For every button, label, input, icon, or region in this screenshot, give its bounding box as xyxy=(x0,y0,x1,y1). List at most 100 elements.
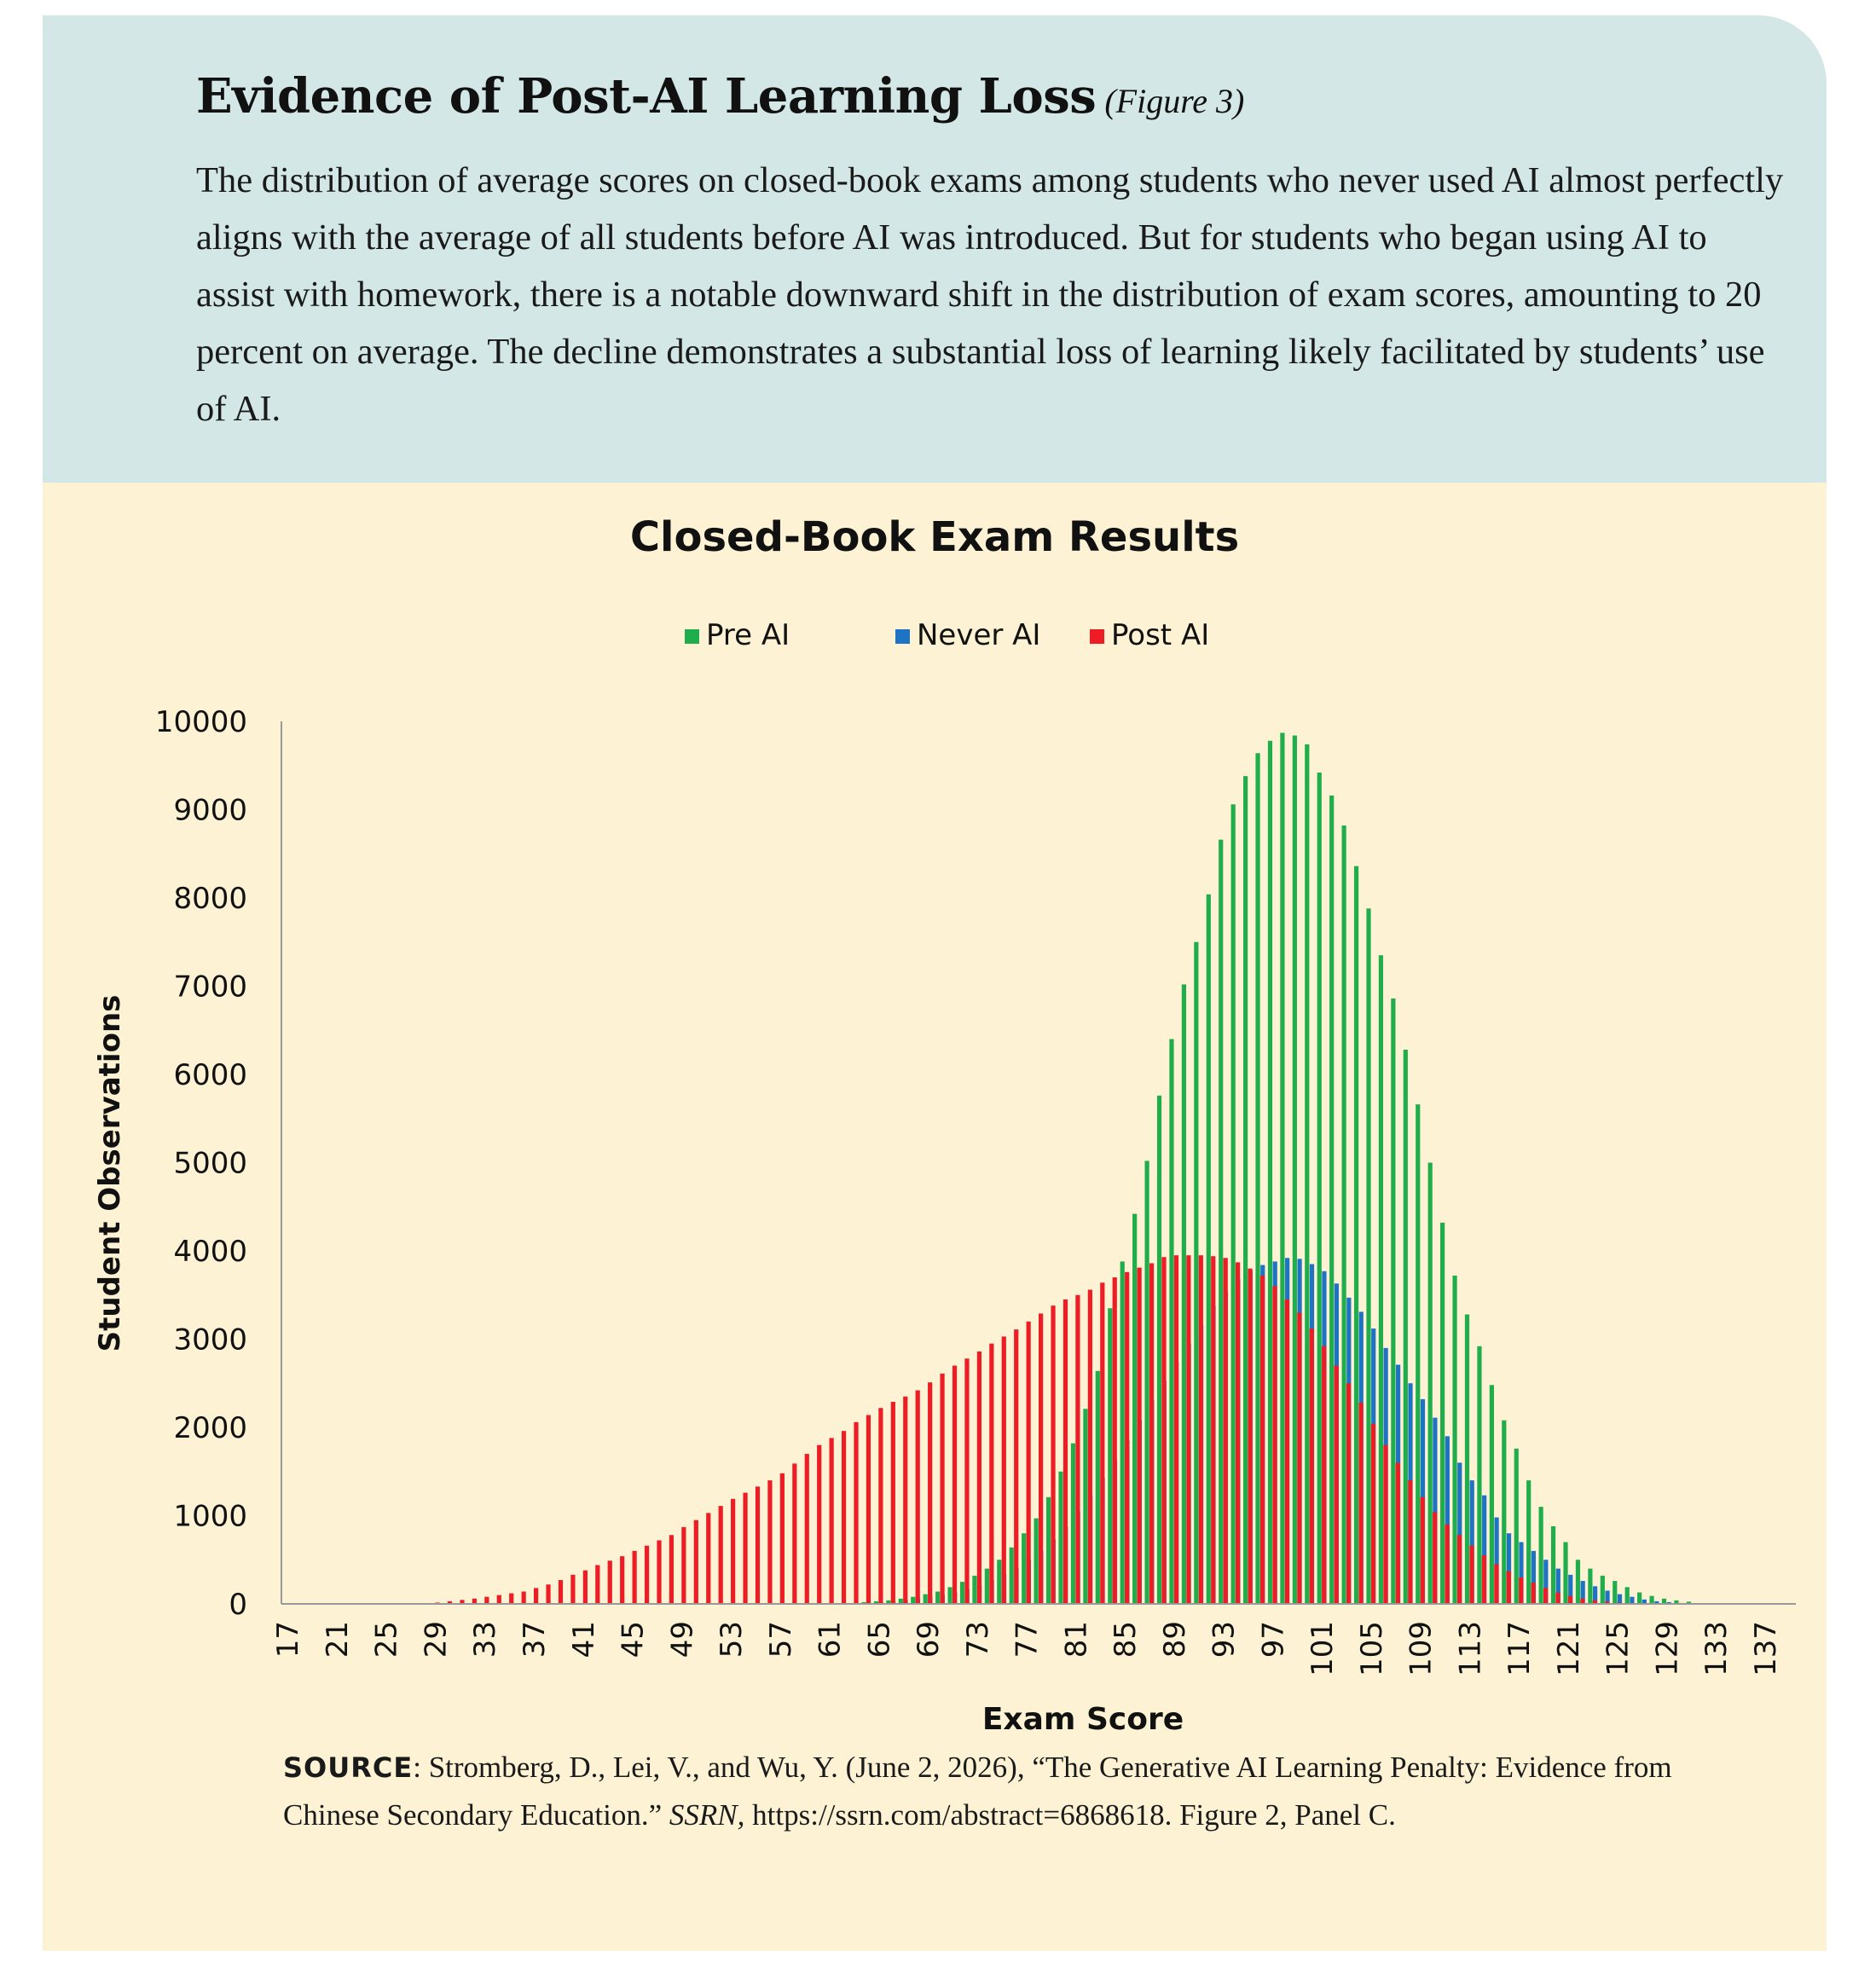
bar xyxy=(1477,1346,1482,1604)
source-url: https://ssrn.com/abstract=6868618. Figur… xyxy=(744,1798,1396,1832)
bar xyxy=(595,1565,600,1604)
bar xyxy=(496,1595,501,1604)
bar xyxy=(1452,1275,1457,1604)
bar xyxy=(1248,1268,1253,1604)
bar xyxy=(534,1588,539,1604)
bar xyxy=(1034,1518,1039,1604)
figure-title-text: Evidence of Post-AI Learning Loss xyxy=(196,68,1097,124)
x-tick-label: 57 xyxy=(764,1621,798,1658)
legend-label-3: Post AI xyxy=(1111,618,1209,652)
bar xyxy=(1600,1575,1605,1604)
bar xyxy=(1543,1588,1549,1604)
bar xyxy=(1502,1420,1507,1604)
bar xyxy=(1433,1512,1438,1604)
bar xyxy=(1469,1545,1474,1604)
bar xyxy=(1353,865,1359,1604)
bar xyxy=(854,1421,859,1604)
chart: Closed-Book Exam Results Pre AI Never AI P… xyxy=(93,513,1796,1736)
y-tick-label: 6000 xyxy=(173,1058,247,1092)
bar xyxy=(1062,1299,1068,1604)
x-tick-label: 45 xyxy=(617,1621,651,1658)
bar xyxy=(1070,1443,1076,1604)
y-tick-label: 3000 xyxy=(173,1323,247,1357)
bar xyxy=(959,1582,965,1605)
bar xyxy=(1334,1365,1339,1604)
bar xyxy=(1674,1600,1679,1604)
legend-label-2: Never AI xyxy=(917,618,1040,652)
bar xyxy=(1144,1161,1149,1604)
bar xyxy=(1358,1403,1364,1604)
bar xyxy=(1440,1222,1445,1604)
bar xyxy=(866,1415,871,1604)
y-tick-label: 4000 xyxy=(173,1235,247,1269)
bar xyxy=(1489,1385,1494,1604)
figure-title: Evidence of Post-AI Learning Loss (Figure… xyxy=(196,68,1244,124)
bar xyxy=(1567,1595,1573,1604)
bar xyxy=(607,1560,612,1604)
bar xyxy=(779,1473,785,1604)
bar xyxy=(964,1358,970,1604)
bar xyxy=(1181,984,1187,1604)
y-axis-label: Student Observations xyxy=(93,995,127,1352)
y-axis-ticks: 0 1000 2000 3000 4000 5000 6000 7000 8000 9000 100… xyxy=(155,705,247,1622)
bar xyxy=(1243,776,1248,1604)
x-tick-label: 81 xyxy=(1059,1621,1093,1658)
bar xyxy=(1550,1525,1556,1604)
x-tick-label: 117 xyxy=(1503,1621,1537,1676)
bar xyxy=(1366,908,1371,1604)
bar xyxy=(1593,1586,1598,1604)
bar xyxy=(1317,773,1322,1604)
bar xyxy=(731,1498,736,1604)
bar xyxy=(1580,1581,1585,1604)
bar xyxy=(1219,839,1224,1604)
bar xyxy=(546,1584,551,1604)
bar xyxy=(1292,735,1297,1604)
bar xyxy=(1666,1601,1671,1604)
bar xyxy=(1198,1255,1203,1604)
bar xyxy=(1605,1590,1610,1604)
bar xyxy=(915,1390,920,1604)
bar xyxy=(1391,998,1396,1604)
bar xyxy=(1420,1496,1425,1604)
bar xyxy=(1469,1480,1474,1604)
bar xyxy=(620,1556,625,1604)
source-note: SOURCE: Stromberg, D., Lei, V., and Wu, … xyxy=(283,1744,1767,1838)
bar xyxy=(509,1593,514,1604)
bar xyxy=(890,1401,895,1604)
bar xyxy=(1464,1314,1470,1604)
bar xyxy=(1543,1560,1549,1604)
bar xyxy=(718,1506,723,1604)
bar xyxy=(829,1438,834,1604)
bar xyxy=(1383,1444,1388,1604)
bar xyxy=(1637,1592,1642,1604)
x-tick-label: 49 xyxy=(665,1621,699,1658)
figure-number: (Figure 3) xyxy=(1104,82,1245,120)
bar xyxy=(632,1550,637,1604)
x-tick-label: 33 xyxy=(468,1621,502,1658)
y-tick-label: 1000 xyxy=(173,1500,247,1534)
bar xyxy=(911,1596,916,1604)
x-tick-label: 101 xyxy=(1306,1621,1340,1676)
bar xyxy=(1408,1480,1413,1604)
bar xyxy=(1654,1600,1659,1604)
x-tick-label: 85 xyxy=(1109,1621,1143,1658)
x-tick-label: 89 xyxy=(1158,1621,1192,1658)
x-tick-label: 37 xyxy=(518,1621,552,1658)
bar xyxy=(1445,1436,1450,1604)
bar xyxy=(1575,1560,1581,1604)
y-tick-label: 0 xyxy=(229,1588,247,1622)
bar xyxy=(1531,1550,1537,1604)
x-tick-label: 41 xyxy=(567,1621,601,1658)
y-tick-label: 8000 xyxy=(173,882,247,916)
bar xyxy=(1039,1313,1044,1604)
bar xyxy=(1482,1495,1487,1604)
bar xyxy=(1058,1471,1063,1604)
figure-card: Evidence of Post-AI Learning Loss (Figure… xyxy=(43,15,1827,1951)
x-tick-label: 29 xyxy=(420,1621,454,1658)
bar xyxy=(1087,1289,1092,1604)
bar xyxy=(570,1574,576,1604)
bar xyxy=(521,1591,526,1604)
bar xyxy=(1514,1448,1519,1604)
y-tick-label: 5000 xyxy=(173,1147,247,1181)
bar xyxy=(1255,753,1260,1604)
